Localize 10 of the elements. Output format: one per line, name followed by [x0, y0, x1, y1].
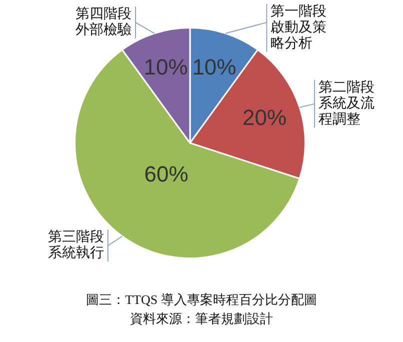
slice-label: 第一階段啟動及策略分析	[270, 4, 327, 52]
data-label: 60%	[144, 162, 188, 187]
source-note: 資料來源：筆者規劃設計	[129, 310, 274, 328]
data-label: 20%	[242, 104, 287, 130]
text: 圖三：TTQS 導入專案時程百分比分配圖	[85, 291, 318, 309]
slice-label: 第三階段系統執行	[48, 229, 104, 262]
slice-label: 第二階段系統及流程調整	[318, 79, 375, 128]
slice-label: 第四階段外部檢驗	[76, 6, 132, 38]
data-label: 10%	[144, 54, 188, 80]
data-label: 10%	[192, 54, 236, 80]
